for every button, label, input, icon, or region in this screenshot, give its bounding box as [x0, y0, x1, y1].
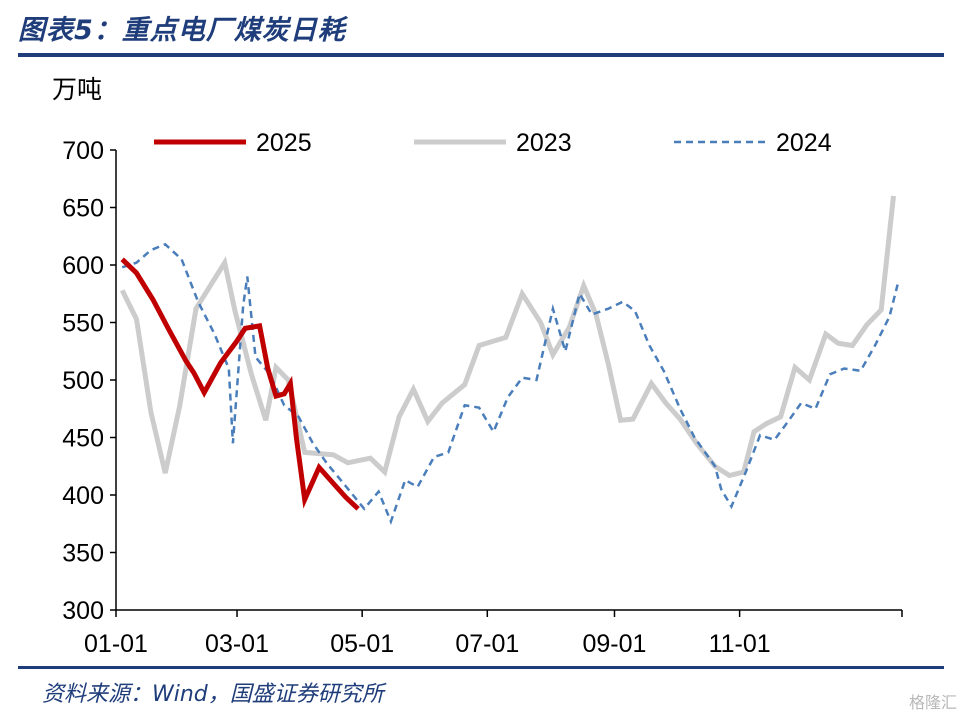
- chart-title: 图表5：重点电厂煤炭日耗: [18, 15, 346, 46]
- x-tick-label: 09-01: [583, 630, 647, 658]
- y-tick-label: 500: [62, 367, 104, 395]
- legend-label-2024: 2024: [776, 129, 832, 157]
- series-line-2025: [120, 257, 360, 511]
- y-tick-label: 550: [62, 310, 104, 338]
- y-tick-label: 450: [62, 425, 104, 453]
- source-note: 资料来源：Wind，国盛证券研究所: [42, 682, 384, 707]
- x-tick-label: 05-01: [330, 630, 394, 658]
- axes: 300 350 400 450 500 550 600 650 700 01-01 03-01 05-…: [62, 137, 903, 658]
- y-tick-label: 300: [62, 597, 104, 625]
- footer-rule: [18, 666, 944, 669]
- series-lines: [119, 195, 899, 526]
- y-tick-label: 700: [62, 137, 104, 165]
- legend-label-2023: 2023: [516, 129, 572, 157]
- series-line-2023: [119, 195, 896, 479]
- y-tick-label: 400: [62, 482, 104, 510]
- title-rule: [18, 53, 944, 57]
- watermark: 格隆汇: [908, 693, 957, 712]
- x-tick-label: 01-01: [84, 630, 148, 658]
- series-line-2024: [121, 242, 899, 526]
- legend: 2025 2023 2024: [154, 129, 832, 157]
- legend-label-2025: 2025: [256, 129, 312, 157]
- x-tick-label: 11-01: [709, 630, 771, 658]
- x-tick-label: 03-01: [205, 630, 269, 658]
- y-tick-label: 600: [62, 252, 104, 280]
- y-tick-label: 350: [62, 540, 104, 568]
- y-tick-label: 650: [62, 195, 104, 223]
- x-tick-label: 07-01: [455, 630, 519, 658]
- y-axis-unit: 万吨: [52, 75, 102, 104]
